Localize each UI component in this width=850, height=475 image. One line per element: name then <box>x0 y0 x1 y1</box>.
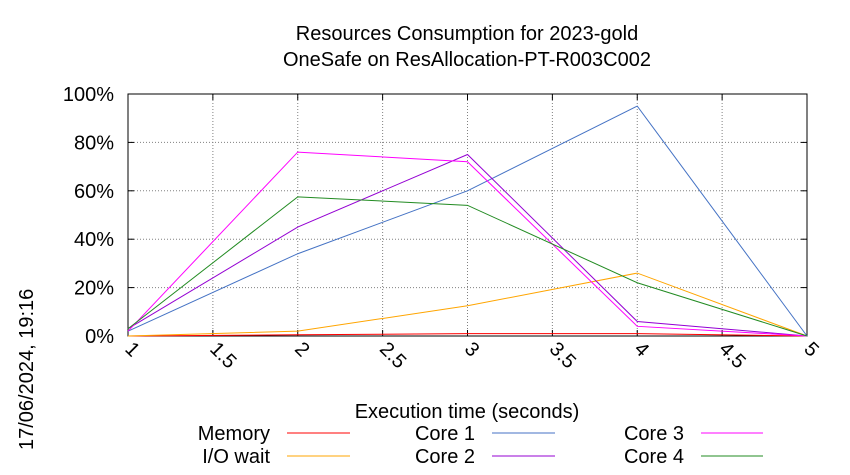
legend-label-core-2: Core 2 <box>415 446 475 468</box>
x-tick-label: 3.5 <box>545 338 580 373</box>
y-tick-label: 40% <box>74 229 114 251</box>
series-line-core-3 <box>127 151 808 337</box>
chart-title: Resources Consumption for 2023-gold <box>296 23 638 45</box>
y-tick-label: 100% <box>63 84 114 106</box>
y-tick-label: 80% <box>74 132 114 154</box>
x-tick-label: 5 <box>799 338 822 361</box>
chart-subtitle: OneSafe on ResAllocation-PT-R003C002 <box>283 49 651 71</box>
x-tick-label: 1.5 <box>205 338 240 373</box>
x-tick-label: 1 <box>120 338 143 361</box>
legend-label-i-o-wait: I/O wait <box>202 446 270 468</box>
y-tick-label: 0% <box>85 326 114 348</box>
legend-label-core-3: Core 3 <box>624 423 684 445</box>
series-line-i-o-wait <box>127 272 808 337</box>
timestamp: 17/06/2024, 19:16 <box>16 289 38 450</box>
legend-label-memory: Memory <box>198 423 270 445</box>
series-line-memory <box>127 333 808 337</box>
grid <box>128 94 807 336</box>
x-tick-label: 2 <box>290 338 313 361</box>
y-tick-label: 60% <box>74 181 114 203</box>
x-tick-label: 3 <box>460 338 483 361</box>
legend-label-core-4: Core 4 <box>624 446 684 468</box>
series-line-core-4 <box>127 196 808 337</box>
y-axis: 0% 20% 40% 60% 80% 100% <box>63 84 807 348</box>
series-line-core-2 <box>127 153 808 337</box>
x-axis-label: Execution time (seconds) <box>355 401 580 423</box>
x-tick-label: 2.5 <box>375 338 410 373</box>
legend-label-core-1: Core 1 <box>415 423 475 445</box>
x-tick-label: 4 <box>630 338 653 361</box>
series-line-core-1 <box>127 105 808 337</box>
y-tick-label: 20% <box>74 278 114 300</box>
series-lines <box>127 105 808 337</box>
x-tick-label: 4.5 <box>715 338 750 373</box>
